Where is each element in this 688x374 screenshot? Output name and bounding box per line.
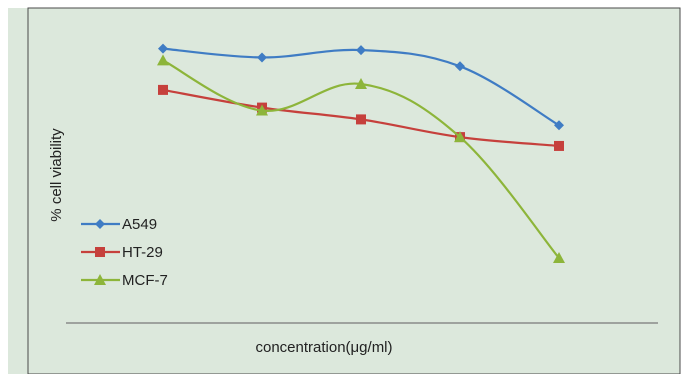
data-point-ht-29-5 bbox=[554, 140, 564, 151]
legend-label-a549: A549 bbox=[122, 216, 157, 233]
data-point-a549-2 bbox=[257, 52, 267, 63]
plot-area-border bbox=[27, 7, 681, 374]
data-point-a549-5 bbox=[554, 120, 564, 131]
data-point-ht-29-1 bbox=[158, 84, 168, 95]
legend-item-mcf-7: MCF-7 bbox=[81, 272, 168, 289]
data-point-mcf-7-3 bbox=[355, 78, 367, 89]
data-point-a549-1 bbox=[158, 43, 168, 54]
data-point-mcf-7-5 bbox=[553, 252, 565, 264]
data-point-mcf-7-4 bbox=[454, 131, 466, 143]
data-point-a549-3 bbox=[356, 45, 366, 56]
legend-item-ht-29: HT-29 bbox=[81, 244, 163, 261]
legend-marker-ht-29 bbox=[95, 247, 105, 257]
series-layer bbox=[157, 43, 565, 264]
chart-background bbox=[8, 8, 680, 374]
y-axis-title: % cell viability bbox=[48, 128, 65, 222]
legend: A549 HT-29 MCF-7 bbox=[81, 216, 168, 289]
legend-item-a549: A549 bbox=[81, 216, 157, 233]
data-point-a549-4 bbox=[455, 61, 465, 72]
data-point-ht-29-3 bbox=[356, 114, 366, 125]
legend-label-ht-29: HT-29 bbox=[122, 244, 163, 261]
legend-marker-a549 bbox=[95, 219, 105, 229]
data-point-mcf-7-2 bbox=[256, 104, 268, 116]
data-point-mcf-7-1 bbox=[157, 54, 169, 66]
x-axis-title: concentration(μg/ml) bbox=[255, 339, 392, 356]
legend-marker-mcf-7 bbox=[94, 274, 106, 285]
legend-label-mcf-7: MCF-7 bbox=[122, 272, 168, 289]
